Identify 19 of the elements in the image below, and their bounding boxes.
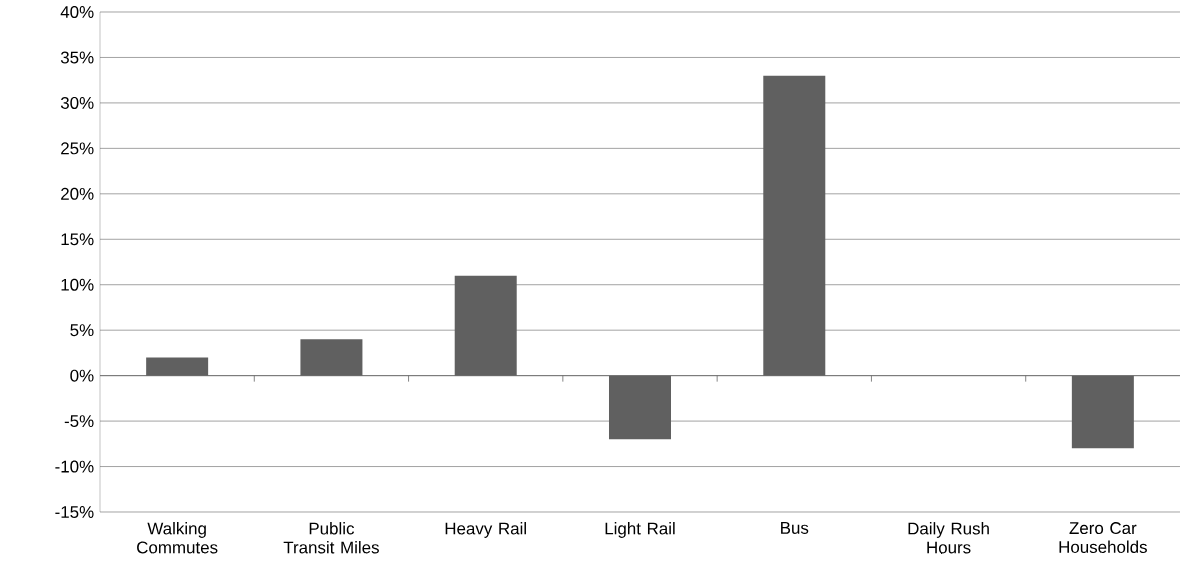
y-tick-label: 0% [70, 369, 94, 382]
y-tick-label: 40% [60, 6, 94, 18]
y-tick-label: 15% [61, 233, 94, 246]
x-tick-label: Walking Commutes [137, 522, 218, 554]
y-tick-label: -15% [55, 506, 94, 518]
y-tick-label: -5% [64, 415, 94, 428]
x-tick-label: Light Rail [605, 522, 675, 538]
y-tick-label: 5% [70, 324, 94, 337]
x-tick-label: Heavy Rail [445, 522, 526, 538]
y-tick-label: 10% [61, 278, 94, 291]
y-tick-label: 35% [60, 51, 94, 64]
y-tick-label: 25% [61, 142, 94, 155]
y-tick-label: -10% [55, 460, 94, 473]
x-tick-label: Public Transit Miles [283, 522, 379, 554]
y-tick-label: 30% [60, 96, 94, 109]
x-tick-label: Daily Rush Hours [908, 522, 989, 554]
x-tick-label: Bus [781, 522, 809, 534]
y-tick-label: 20% [61, 187, 94, 200]
x-tick-label: Zero Car Households [1059, 522, 1147, 554]
